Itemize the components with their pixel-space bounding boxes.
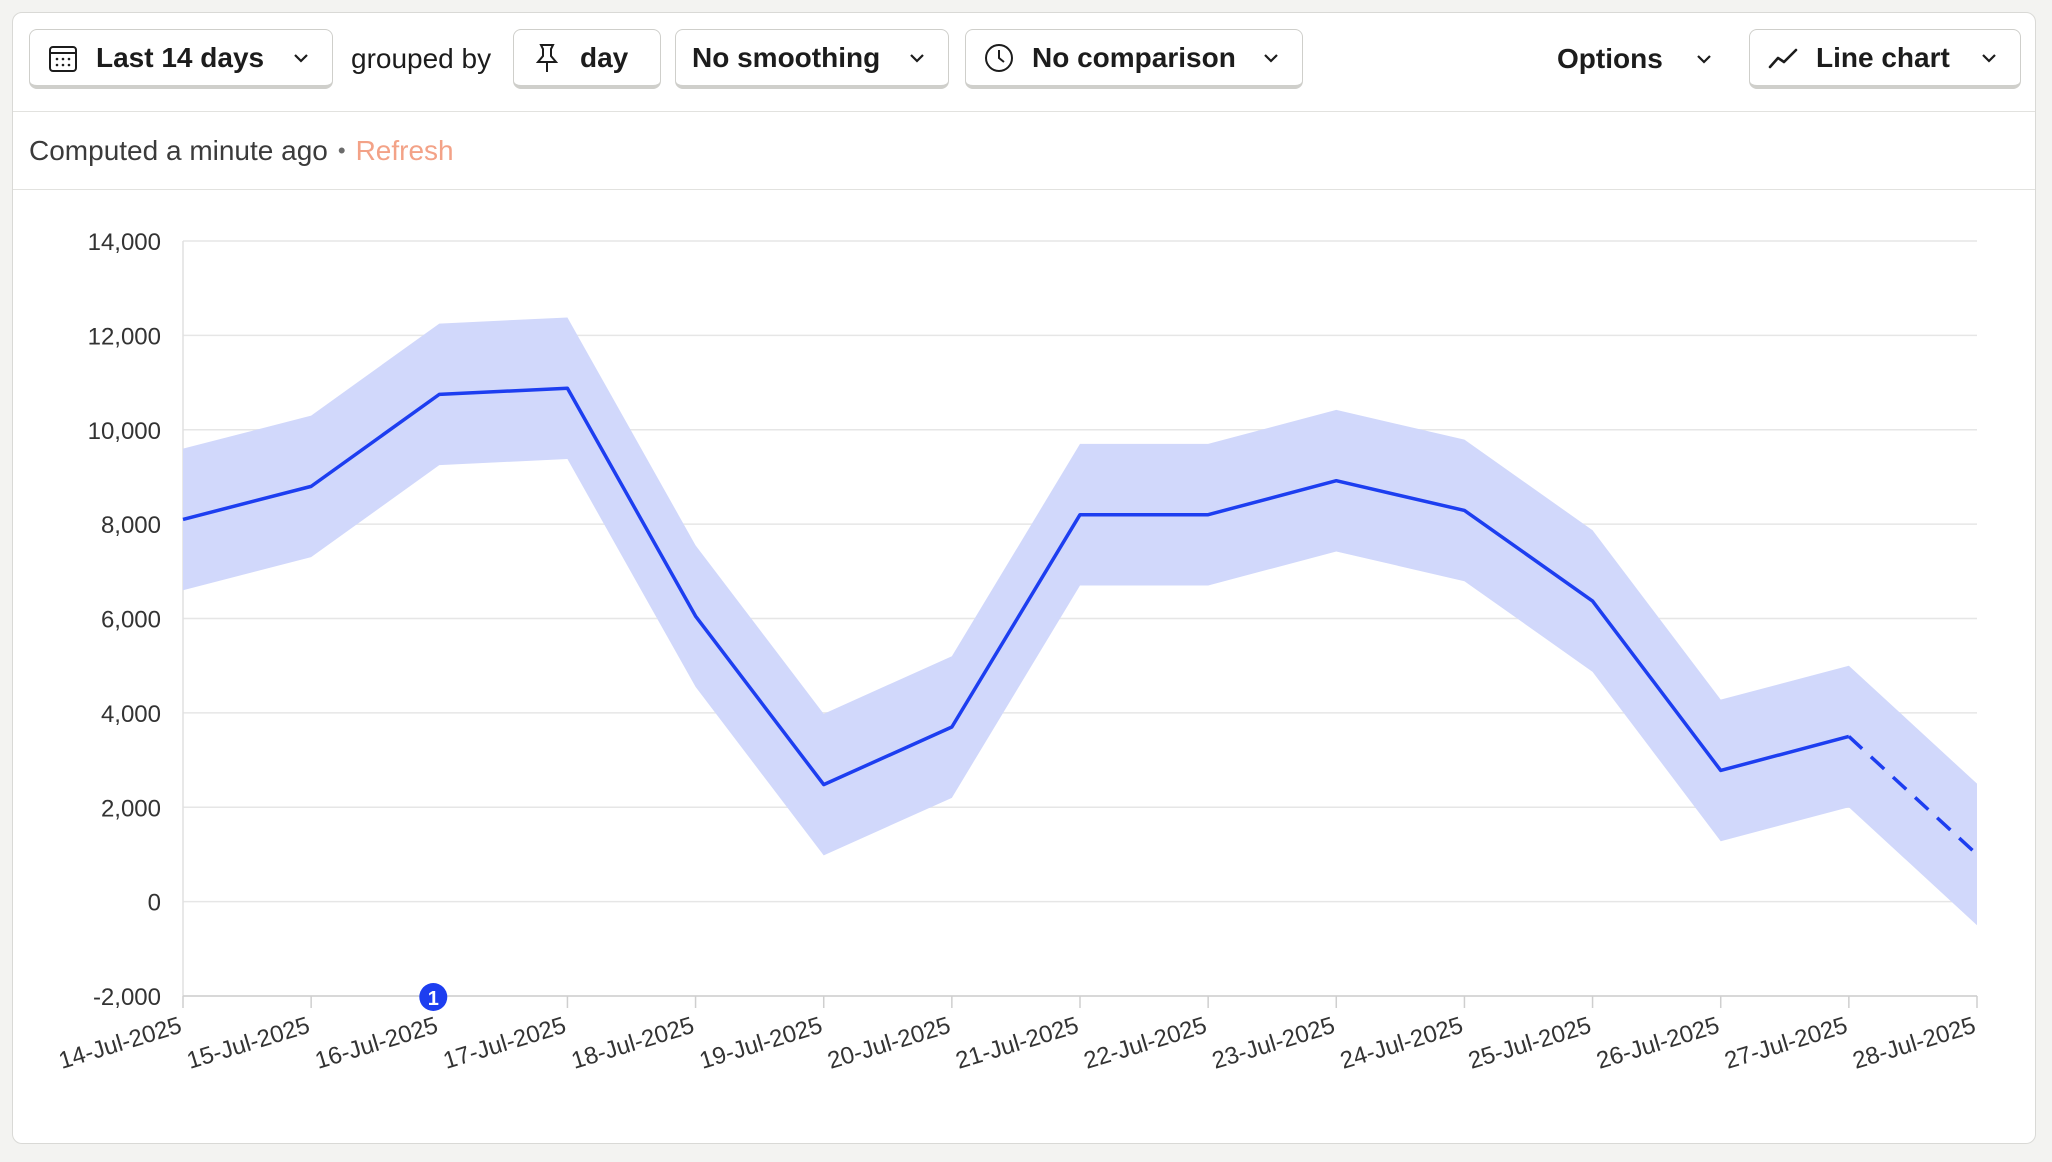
annotation-badge-count: 1 — [428, 988, 439, 1010]
x-tick-label: 16-Jul-2025 — [312, 1012, 441, 1075]
annotation-badge — [419, 983, 448, 1011]
date-range-label: Last 14 days — [96, 41, 265, 73]
chevron-down-icon — [1693, 48, 1715, 70]
chevron-down-icon — [1978, 47, 2000, 69]
x-tick-label: 19-Jul-2025 — [696, 1012, 825, 1075]
x-tick-label: 22-Jul-2025 — [1081, 1012, 1210, 1075]
series-line — [182, 386, 1850, 787]
options-button[interactable]: Options — [1557, 29, 1715, 89]
options-label: Options — [1557, 43, 1663, 74]
insight-card: Last 14 days grouped by day No smoothing — [12, 12, 2036, 1144]
line-chart-icon — [1766, 41, 1800, 75]
y-tick-label: 0 — [148, 890, 161, 917]
y-tick-label: 4,000 — [101, 701, 161, 728]
refresh-link[interactable]: Refresh — [355, 134, 454, 166]
x-tick-label: 18-Jul-2025 — [568, 1012, 697, 1075]
smoothing-button[interactable]: No smoothing — [675, 29, 949, 89]
chart-type-label: Line chart — [1816, 41, 1950, 73]
clock-icon — [982, 41, 1016, 75]
y-tick-label: 12,000 — [88, 323, 161, 350]
x-tick-label: 21-Jul-2025 — [953, 1012, 1082, 1075]
y-tick-label: 6,000 — [101, 607, 161, 634]
line-chart: -2,000 0 2,000 4,000 6,000 8,000 10,000 12,000 1… — [56, 229, 1979, 1075]
x-tick-label: 25-Jul-2025 — [1465, 1012, 1594, 1075]
chevron-down-icon — [290, 47, 312, 69]
x-tick-label: 14-Jul-2025 — [56, 1012, 185, 1075]
comparison-label: No comparison — [1032, 41, 1236, 73]
y-tick-label: 8,000 — [101, 512, 161, 539]
computed-text: Computed a minute ago — [29, 134, 328, 166]
x-tick-label: 17-Jul-2025 — [440, 1012, 569, 1075]
y-tick-label: 10,000 — [88, 418, 161, 445]
status-separator: • — [337, 137, 346, 163]
y-tick-label: 14,000 — [88, 229, 161, 256]
toolbar: Last 14 days grouped by day No smoothing — [13, 13, 2035, 112]
chart-type-button[interactable]: Line chart — [1749, 29, 2021, 89]
x-tick-label: 26-Jul-2025 — [1593, 1012, 1722, 1075]
calendar-icon — [46, 41, 80, 75]
smoothing-label: No smoothing — [692, 41, 881, 73]
x-tick-label: 27-Jul-2025 — [1722, 1012, 1851, 1075]
x-tick-label: 28-Jul-2025 — [1850, 1012, 1979, 1075]
confidence-band — [183, 317, 1977, 926]
date-range-button[interactable]: Last 14 days — [29, 29, 333, 89]
chevron-down-icon — [1260, 47, 1282, 69]
status-bar: Computed a minute ago • Refresh — [13, 112, 2035, 190]
comparison-button[interactable]: No comparison — [965, 29, 1303, 89]
grouped-by-label: grouped by — [351, 43, 492, 74]
interval-button[interactable]: day — [513, 29, 661, 89]
pin-icon — [530, 41, 564, 75]
chevron-down-icon — [906, 47, 928, 69]
y-tick-label: -2,000 — [93, 984, 161, 1011]
interval-label: day — [580, 41, 629, 73]
x-tick-label: 24-Jul-2025 — [1337, 1012, 1466, 1075]
x-tick-label: 23-Jul-2025 — [1209, 1012, 1338, 1075]
x-tick-label: 15-Jul-2025 — [184, 1012, 313, 1075]
x-tick-label: 20-Jul-2025 — [825, 1012, 954, 1075]
y-tick-label: 2,000 — [101, 795, 161, 822]
